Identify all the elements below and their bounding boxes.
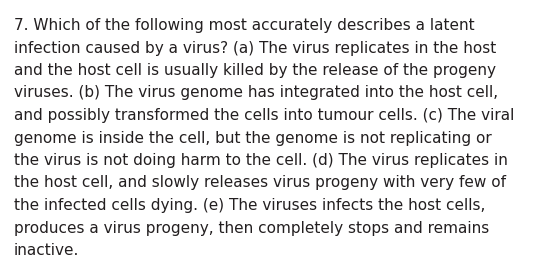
Text: the virus is not doing harm to the cell. (d) The virus replicates in: the virus is not doing harm to the cell.… xyxy=(14,153,508,168)
Text: produces a virus progeny, then completely stops and remains: produces a virus progeny, then completel… xyxy=(14,221,489,236)
Text: 7. Which of the following most accurately describes a latent: 7. Which of the following most accuratel… xyxy=(14,18,475,33)
Text: genome is inside the cell, but the genome is not replicating or: genome is inside the cell, but the genom… xyxy=(14,131,492,146)
Text: and the host cell is usually killed by the release of the progeny: and the host cell is usually killed by t… xyxy=(14,63,496,78)
Text: and possibly transformed the cells into tumour cells. (c) The viral: and possibly transformed the cells into … xyxy=(14,108,514,123)
Text: the infected cells dying. (e) The viruses infects the host cells,: the infected cells dying. (e) The viruse… xyxy=(14,198,485,213)
Text: infection caused by a virus? (a) The virus replicates in the host: infection caused by a virus? (a) The vir… xyxy=(14,41,496,55)
Text: the host cell, and slowly releases virus progeny with very few of: the host cell, and slowly releases virus… xyxy=(14,175,506,190)
Text: inactive.: inactive. xyxy=(14,243,79,258)
Text: viruses. (b) The virus genome has integrated into the host cell,: viruses. (b) The virus genome has integr… xyxy=(14,85,498,100)
